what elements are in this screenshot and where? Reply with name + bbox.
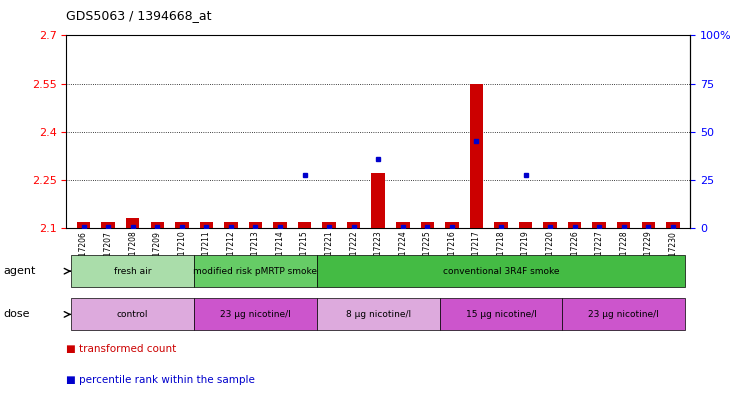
Bar [568, 222, 582, 228]
Text: modified risk pMRTP smoke: modified risk pMRTP smoke [193, 267, 317, 275]
Text: GDS5063 / 1394668_at: GDS5063 / 1394668_at [66, 9, 212, 22]
Bar [317, 299, 440, 330]
Text: agent: agent [4, 266, 36, 276]
Bar [72, 299, 194, 330]
Bar [194, 299, 317, 330]
Bar [562, 299, 685, 330]
Bar [519, 222, 532, 228]
Bar [593, 222, 606, 228]
Text: 8 µg nicotine/l: 8 µg nicotine/l [345, 310, 411, 319]
Text: conventional 3R4F smoke: conventional 3R4F smoke [443, 267, 559, 275]
Text: dose: dose [4, 309, 30, 320]
Bar [421, 222, 434, 228]
Bar [101, 222, 115, 228]
Bar [440, 299, 562, 330]
Bar [224, 222, 238, 228]
Text: ■ percentile rank within the sample: ■ percentile rank within the sample [66, 375, 255, 385]
Bar [298, 222, 311, 228]
Bar [194, 255, 317, 287]
Text: 23 µg nicotine/l: 23 µg nicotine/l [588, 310, 659, 319]
Bar [469, 84, 483, 228]
Bar [249, 222, 262, 228]
Bar [445, 222, 458, 228]
Bar [72, 255, 194, 287]
Bar [77, 222, 90, 228]
Bar [617, 222, 630, 228]
Bar [317, 255, 685, 287]
Text: control: control [117, 310, 148, 319]
Bar [641, 222, 655, 228]
Text: fresh air: fresh air [114, 267, 151, 275]
Bar [273, 222, 287, 228]
Bar [175, 222, 189, 228]
Text: ■ transformed count: ■ transformed count [66, 344, 176, 354]
Bar [323, 222, 336, 228]
Bar [371, 173, 385, 228]
Text: 23 µg nicotine/l: 23 µg nicotine/l [220, 310, 291, 319]
Bar [151, 222, 164, 228]
Text: 15 µg nicotine/l: 15 µg nicotine/l [466, 310, 537, 319]
Bar [396, 222, 410, 228]
Bar [199, 222, 213, 228]
Bar [347, 222, 360, 228]
Bar [543, 222, 557, 228]
Bar [494, 222, 508, 228]
Bar [126, 219, 139, 228]
Bar [666, 222, 680, 228]
